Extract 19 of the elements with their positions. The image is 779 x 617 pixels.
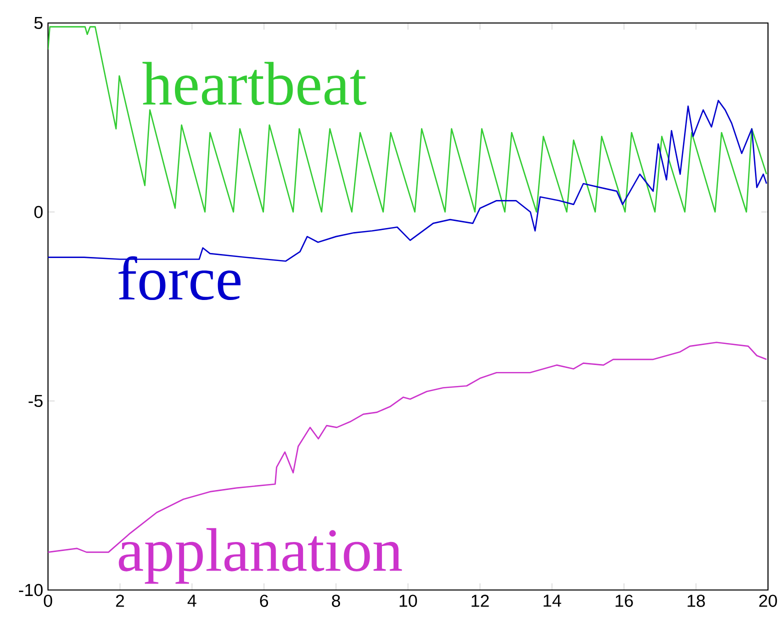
y-tick-label: 5 — [34, 16, 43, 30]
y-tick-label: -5 — [28, 394, 43, 408]
x-tick-label: 14 — [544, 594, 562, 607]
x-tick-label: 10 — [400, 594, 417, 607]
x-tick-label: 8 — [332, 594, 340, 607]
line-series — [48, 26, 768, 213]
x-tick-label: 0 — [44, 594, 52, 607]
x-tick-label: 6 — [260, 594, 268, 607]
x-tick-label: 4 — [188, 594, 196, 607]
y-tick-label: 0 — [34, 206, 43, 218]
x-tick-label: 16 — [616, 594, 633, 607]
y-tick-label: -10 — [19, 584, 43, 596]
x-tick-label: 20 — [759, 594, 777, 607]
x-tick-label: 12 — [472, 594, 489, 607]
series-label: heartbeat — [142, 62, 366, 106]
x-tick-label: 18 — [688, 594, 705, 607]
series-label: applanation — [118, 528, 402, 584]
series-label: force — [118, 256, 241, 300]
x-tick-label: 2 — [116, 594, 124, 607]
